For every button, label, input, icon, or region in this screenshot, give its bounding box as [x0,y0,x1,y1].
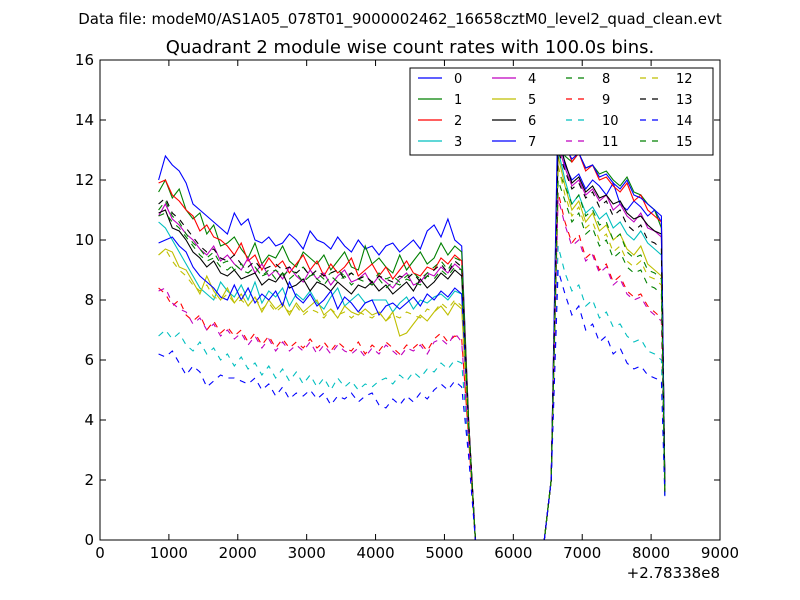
chart-title: Quadrant 2 module wise count rates with … [166,37,655,58]
series-line-3 [158,149,666,540]
series-line-15 [158,179,666,540]
legend-label-13: 13 [676,93,693,108]
y-tick-label: 2 [84,471,94,489]
x-tick-label: 0 [95,544,105,562]
y-tick-label: 16 [75,51,94,69]
legend-label-6: 6 [528,114,536,129]
series-line-14 [158,269,666,540]
series-line-8 [158,170,666,540]
series-line-13 [158,149,666,540]
y-tick-label: 4 [84,411,94,429]
legend-label-7: 7 [528,135,536,150]
x-tick-label: 2000 [219,544,257,562]
y-tick-label: 8 [84,291,94,309]
x-tick-label: 9000 [701,544,739,562]
y-tick-label: 12 [75,171,94,189]
y-tick-label: 10 [75,231,94,249]
file-info-label: Data file: modeM0/AS1A05_078T01_90000024… [78,10,722,29]
legend-label-5: 5 [528,93,536,108]
legend-label-9: 9 [602,93,610,108]
y-tick-label: 14 [75,111,94,129]
legend-label-2: 2 [454,114,462,129]
x-tick-label: 7000 [563,544,601,562]
legend-label-14: 14 [676,114,693,129]
legend-frame [409,67,714,156]
series-line-7 [158,98,666,540]
series-line-6 [158,140,666,540]
series-line-11 [158,197,666,540]
series-line-5 [158,155,666,540]
axis-layer: 0 1000 2000 3000 4000 5000 6000 7000 8000 9000 0 2 4… [75,51,739,562]
series-line-10 [158,245,666,540]
legend-label-15: 15 [676,135,693,150]
legend-label-1: 1 [454,93,462,108]
legend-label-0: 0 [454,72,462,87]
x-tick-label: 3000 [288,544,326,562]
x-tick-label: 5000 [425,544,463,562]
series-line-12 [158,164,666,540]
x-tick-label: 1000 [150,544,188,562]
legend-label-8: 8 [602,72,610,87]
y-tick-label: 0 [84,531,94,549]
legend-label-3: 3 [454,135,462,150]
legend-label-4: 4 [528,72,536,87]
legend-label-12: 12 [676,72,693,87]
series-line-0 [158,125,666,540]
series-layer [158,98,666,540]
x-offset-label: +2.78338e8 [627,564,720,582]
series-line-4 [158,143,666,540]
x-tick-label: 6000 [494,544,532,562]
legend-label-11: 11 [602,135,619,150]
series-line-1 [158,134,666,540]
x-tick-label: 8000 [632,544,670,562]
legend-label-10: 10 [602,114,619,129]
y-tick-label: 6 [84,351,94,369]
x-tick-label: 4000 [356,544,394,562]
